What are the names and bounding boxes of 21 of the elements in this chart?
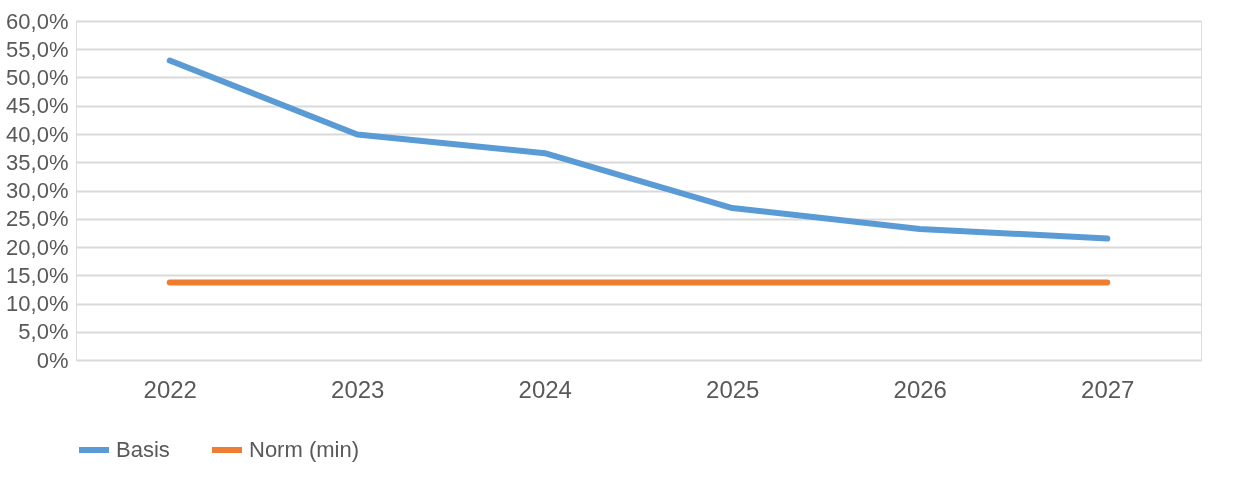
y-tick-label: 20,0% (6, 234, 69, 260)
y-tick-label: 30,0% (6, 178, 69, 203)
y-tick-label: 15,0% (6, 262, 69, 288)
legend-label: Norm (min) (249, 437, 359, 462)
legend-label: Basis (116, 437, 170, 462)
y-tick-label: 50,0% (6, 65, 69, 90)
y-tick-label: 45,0% (6, 93, 69, 119)
x-tick-label: 2022 (143, 375, 197, 403)
y-tick-label: 55,0% (6, 36, 69, 62)
y-tick-label: 0% (36, 347, 69, 373)
y-tick-label: 60,0% (6, 8, 69, 34)
x-tick-label: 2023 (331, 375, 385, 403)
y-tick-label: 40,0% (6, 121, 69, 147)
x-tick-label: 2027 (1081, 375, 1135, 403)
y-tick-label: 10,0% (6, 291, 69, 316)
x-tick-label: 2026 (893, 375, 947, 403)
x-tick-label: 2024 (518, 375, 572, 403)
y-tick-label: 5,0% (18, 319, 69, 345)
y-tick-label: 25,0% (6, 206, 69, 232)
x-tick-label: 2025 (706, 375, 760, 403)
y-tick-label: 35,0% (6, 149, 69, 175)
